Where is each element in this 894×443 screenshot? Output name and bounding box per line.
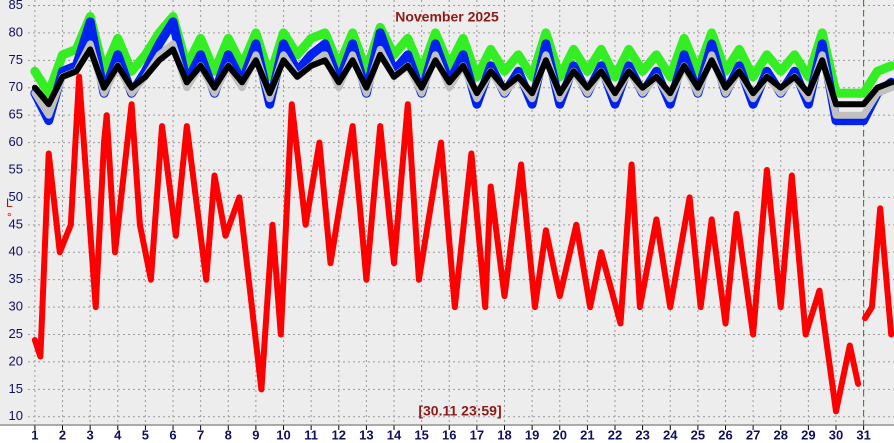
unit-label: L (6, 196, 13, 210)
x-tick-label: 30 (829, 427, 843, 442)
x-tick-label: 3 (87, 427, 94, 442)
x-tick-label: 10 (276, 427, 290, 442)
x-tick-label: 19 (525, 427, 539, 442)
unit-label: ° (7, 210, 12, 224)
x-tick-label: 7 (197, 427, 204, 442)
x-tick-label: 21 (580, 427, 594, 442)
y-tick-label: 15 (9, 381, 23, 396)
y-tick-label: 45 (9, 216, 23, 231)
x-tick-label: 18 (497, 427, 511, 442)
data-line (31, 73, 894, 415)
y-tick-label: 35 (9, 271, 23, 286)
x-tick-label: 24 (663, 427, 678, 442)
x-tick-label: 17 (470, 427, 484, 442)
x-tick-label: 9 (252, 427, 259, 442)
y-tick-label: 30 (9, 299, 23, 314)
x-tick-label: 4 (114, 427, 122, 442)
y-tick-label: 20 (9, 353, 23, 368)
y-tick-label: 10 (9, 408, 23, 423)
x-tick-label: 25 (691, 427, 705, 442)
y-tick-label: 50 (9, 189, 23, 204)
x-tick-label: 11 (304, 427, 318, 442)
x-tick-label: 29 (801, 427, 815, 442)
timestamp: [30.11 23:59] (418, 403, 501, 419)
y-tick-label: 80 (9, 24, 23, 39)
x-tick-label: 5 (142, 427, 149, 442)
lines (30, 12, 894, 415)
x-tick-label: 23 (635, 427, 649, 442)
x-tick-label: 27 (746, 427, 760, 442)
y-tick-label: 25 (9, 326, 23, 341)
x-tick-label: 14 (387, 427, 402, 442)
x-tick-label: 28 (774, 427, 788, 442)
x-tick-label: 2 (59, 427, 66, 442)
x-tick-label: 1 (31, 427, 38, 442)
y-tick-label: 85 (9, 0, 23, 12)
x-tick-label: 26 (718, 427, 732, 442)
x-tick-label: 6 (169, 427, 176, 442)
chart-title: November 2025 (395, 9, 499, 25)
y-tick-label: 55 (9, 161, 23, 176)
x-tick-label: 31 (856, 427, 870, 442)
y-tick-label: 60 (9, 134, 23, 149)
x-tick-label: 16 (442, 427, 456, 442)
data-line (31, 46, 894, 108)
x-tick-label: 15 (414, 427, 428, 442)
x-tick-label: 8 (225, 427, 232, 442)
x-tick-label: 20 (553, 427, 567, 442)
x-tick-label: 12 (332, 427, 346, 442)
y-tick-label: 75 (9, 52, 23, 67)
y-tick-label: 70 (9, 79, 23, 94)
y-tick-label: 65 (9, 107, 23, 122)
y-tick-label: 40 (9, 244, 23, 259)
x-tick-label: 22 (608, 427, 622, 442)
x-tick-label: 13 (359, 427, 373, 442)
